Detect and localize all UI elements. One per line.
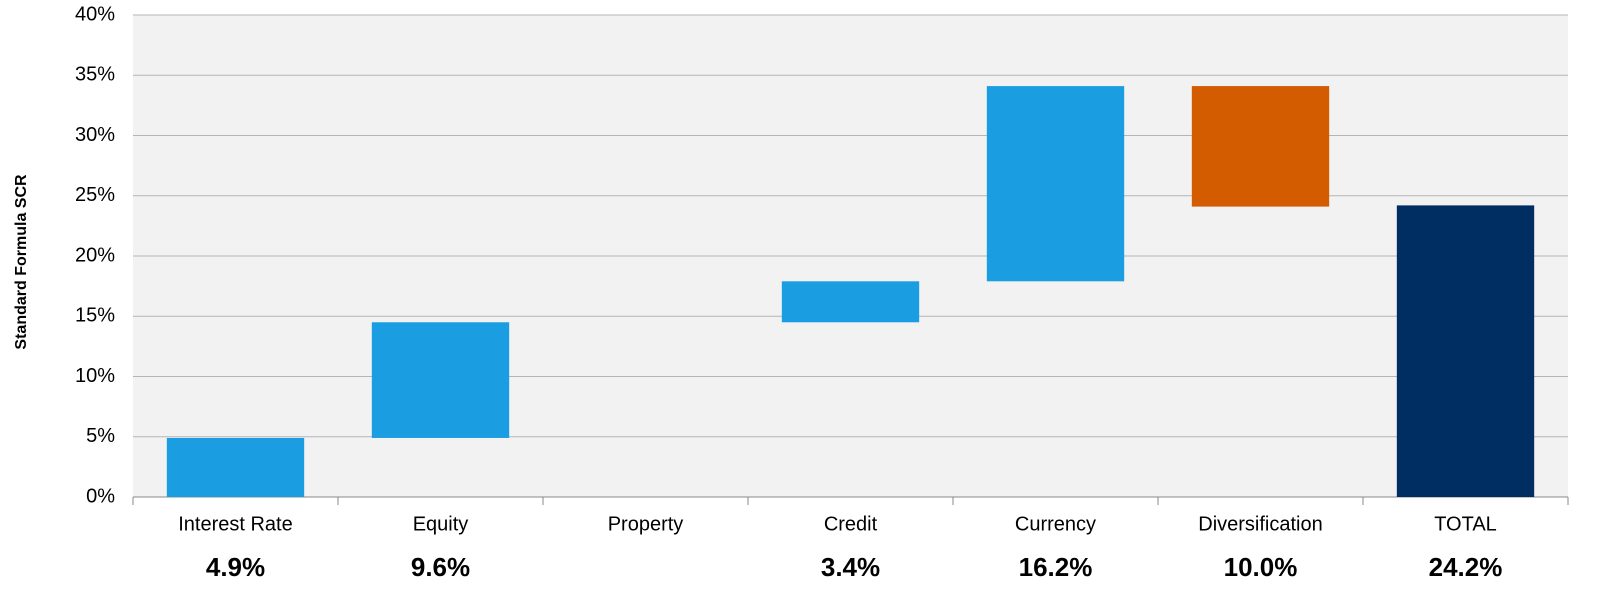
- x-tick-label: Diversification: [1198, 513, 1322, 535]
- y-tick-label: 0%: [86, 485, 115, 507]
- x-tick-label: TOTAL: [1434, 513, 1497, 535]
- value-label: 16.2%: [1019, 552, 1093, 582]
- value-label: 4.9%: [206, 552, 265, 582]
- y-axis-label: Standard Formula SCR: [13, 174, 30, 350]
- bar: [1191, 86, 1330, 207]
- y-tick-label: 15%: [75, 305, 115, 327]
- y-tick-label: 20%: [75, 244, 115, 266]
- bar: [986, 86, 1125, 282]
- x-tick-label: Equity: [413, 513, 469, 535]
- x-tick-label: Credit: [824, 513, 878, 535]
- bar: [1396, 205, 1535, 497]
- x-tick-label: Interest Rate: [178, 513, 293, 535]
- y-tick-label: 10%: [75, 365, 115, 387]
- value-label: 10.0%: [1224, 552, 1298, 582]
- x-tick-label: Property: [608, 513, 684, 535]
- y-tick-label: 25%: [75, 184, 115, 206]
- value-label: 24.2%: [1429, 552, 1503, 582]
- y-tick-label: 40%: [75, 3, 115, 25]
- bar: [371, 322, 510, 438]
- y-tick-label: 30%: [75, 124, 115, 146]
- x-tick-label: Currency: [1015, 513, 1096, 535]
- bar: [781, 281, 920, 323]
- y-tick-label: 35%: [75, 64, 115, 86]
- value-label: 3.4%: [821, 552, 880, 582]
- value-label: 9.6%: [411, 552, 470, 582]
- bar: [166, 437, 305, 497]
- y-tick-label: 5%: [86, 425, 115, 447]
